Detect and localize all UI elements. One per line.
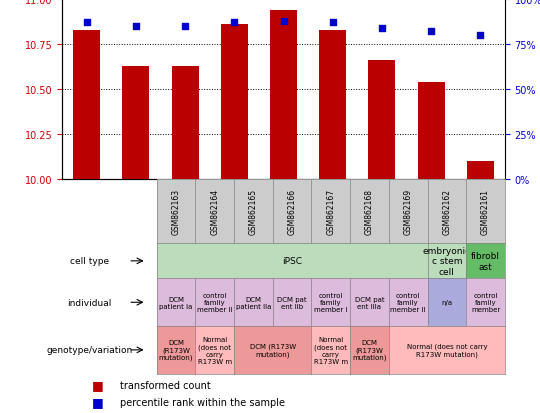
Text: individual: individual bbox=[68, 298, 112, 307]
Text: DCM
patient Ia: DCM patient Ia bbox=[159, 296, 193, 309]
Point bbox=[377, 26, 386, 32]
Point bbox=[230, 20, 239, 27]
Text: GSM862162: GSM862162 bbox=[442, 189, 451, 235]
Bar bbox=[417, 83, 444, 180]
Point bbox=[279, 18, 288, 25]
Point bbox=[83, 20, 91, 27]
Bar bbox=[368, 61, 395, 180]
Text: DCM (R173W
mutation): DCM (R173W mutation) bbox=[249, 343, 296, 357]
Bar bbox=[467, 161, 494, 180]
Text: GSM862161: GSM862161 bbox=[481, 189, 490, 235]
Text: control
family
member I: control family member I bbox=[314, 292, 348, 313]
Text: GSM862167: GSM862167 bbox=[326, 189, 335, 235]
Text: DCM pat
ent IIIa: DCM pat ent IIIa bbox=[355, 296, 384, 309]
Text: DCM
patient IIa: DCM patient IIa bbox=[235, 296, 271, 309]
Point bbox=[476, 33, 484, 39]
Point bbox=[427, 29, 435, 36]
Text: n/a: n/a bbox=[441, 299, 453, 306]
Bar bbox=[221, 25, 248, 180]
Text: genotype/variation: genotype/variation bbox=[46, 346, 133, 354]
Text: Normal
(does not
carry
R173W m: Normal (does not carry R173W m bbox=[314, 336, 348, 364]
Bar bbox=[172, 66, 199, 180]
Text: Normal
(does not
carry
R173W m: Normal (does not carry R173W m bbox=[198, 336, 232, 364]
Text: embryonic
c stem
cell: embryonic c stem cell bbox=[423, 247, 471, 276]
Text: ■: ■ bbox=[92, 378, 103, 391]
Text: Normal (does not carry
R173W mutation): Normal (does not carry R173W mutation) bbox=[407, 343, 487, 357]
Text: control
family
member II: control family member II bbox=[390, 292, 426, 313]
Text: GSM862169: GSM862169 bbox=[403, 189, 413, 235]
Text: control
family
member II: control family member II bbox=[197, 292, 232, 313]
Point bbox=[132, 24, 140, 30]
Bar bbox=[73, 31, 100, 180]
Text: iPSC: iPSC bbox=[282, 257, 302, 266]
Text: GSM862165: GSM862165 bbox=[249, 189, 258, 235]
Bar bbox=[270, 11, 297, 180]
Text: cell type: cell type bbox=[70, 257, 109, 266]
Text: percentile rank within the sample: percentile rank within the sample bbox=[120, 397, 285, 407]
Point bbox=[181, 24, 190, 30]
Text: transformed count: transformed count bbox=[120, 380, 211, 390]
Text: GSM862166: GSM862166 bbox=[287, 189, 296, 235]
Text: DCM
(R173W
mutation): DCM (R173W mutation) bbox=[159, 339, 193, 361]
Text: GSM862164: GSM862164 bbox=[210, 189, 219, 235]
Text: fibrobl
ast: fibrobl ast bbox=[471, 252, 500, 271]
Text: GSM862168: GSM862168 bbox=[365, 189, 374, 235]
Text: GSM862163: GSM862163 bbox=[172, 189, 180, 235]
Point bbox=[328, 20, 337, 27]
Text: ■: ■ bbox=[92, 396, 103, 408]
Text: DCM
(R173W
mutation): DCM (R173W mutation) bbox=[352, 339, 387, 361]
Text: control
family
member: control family member bbox=[471, 292, 500, 313]
Bar bbox=[123, 66, 150, 180]
Text: DCM pat
ent IIb: DCM pat ent IIb bbox=[277, 296, 307, 309]
Bar bbox=[319, 31, 346, 180]
